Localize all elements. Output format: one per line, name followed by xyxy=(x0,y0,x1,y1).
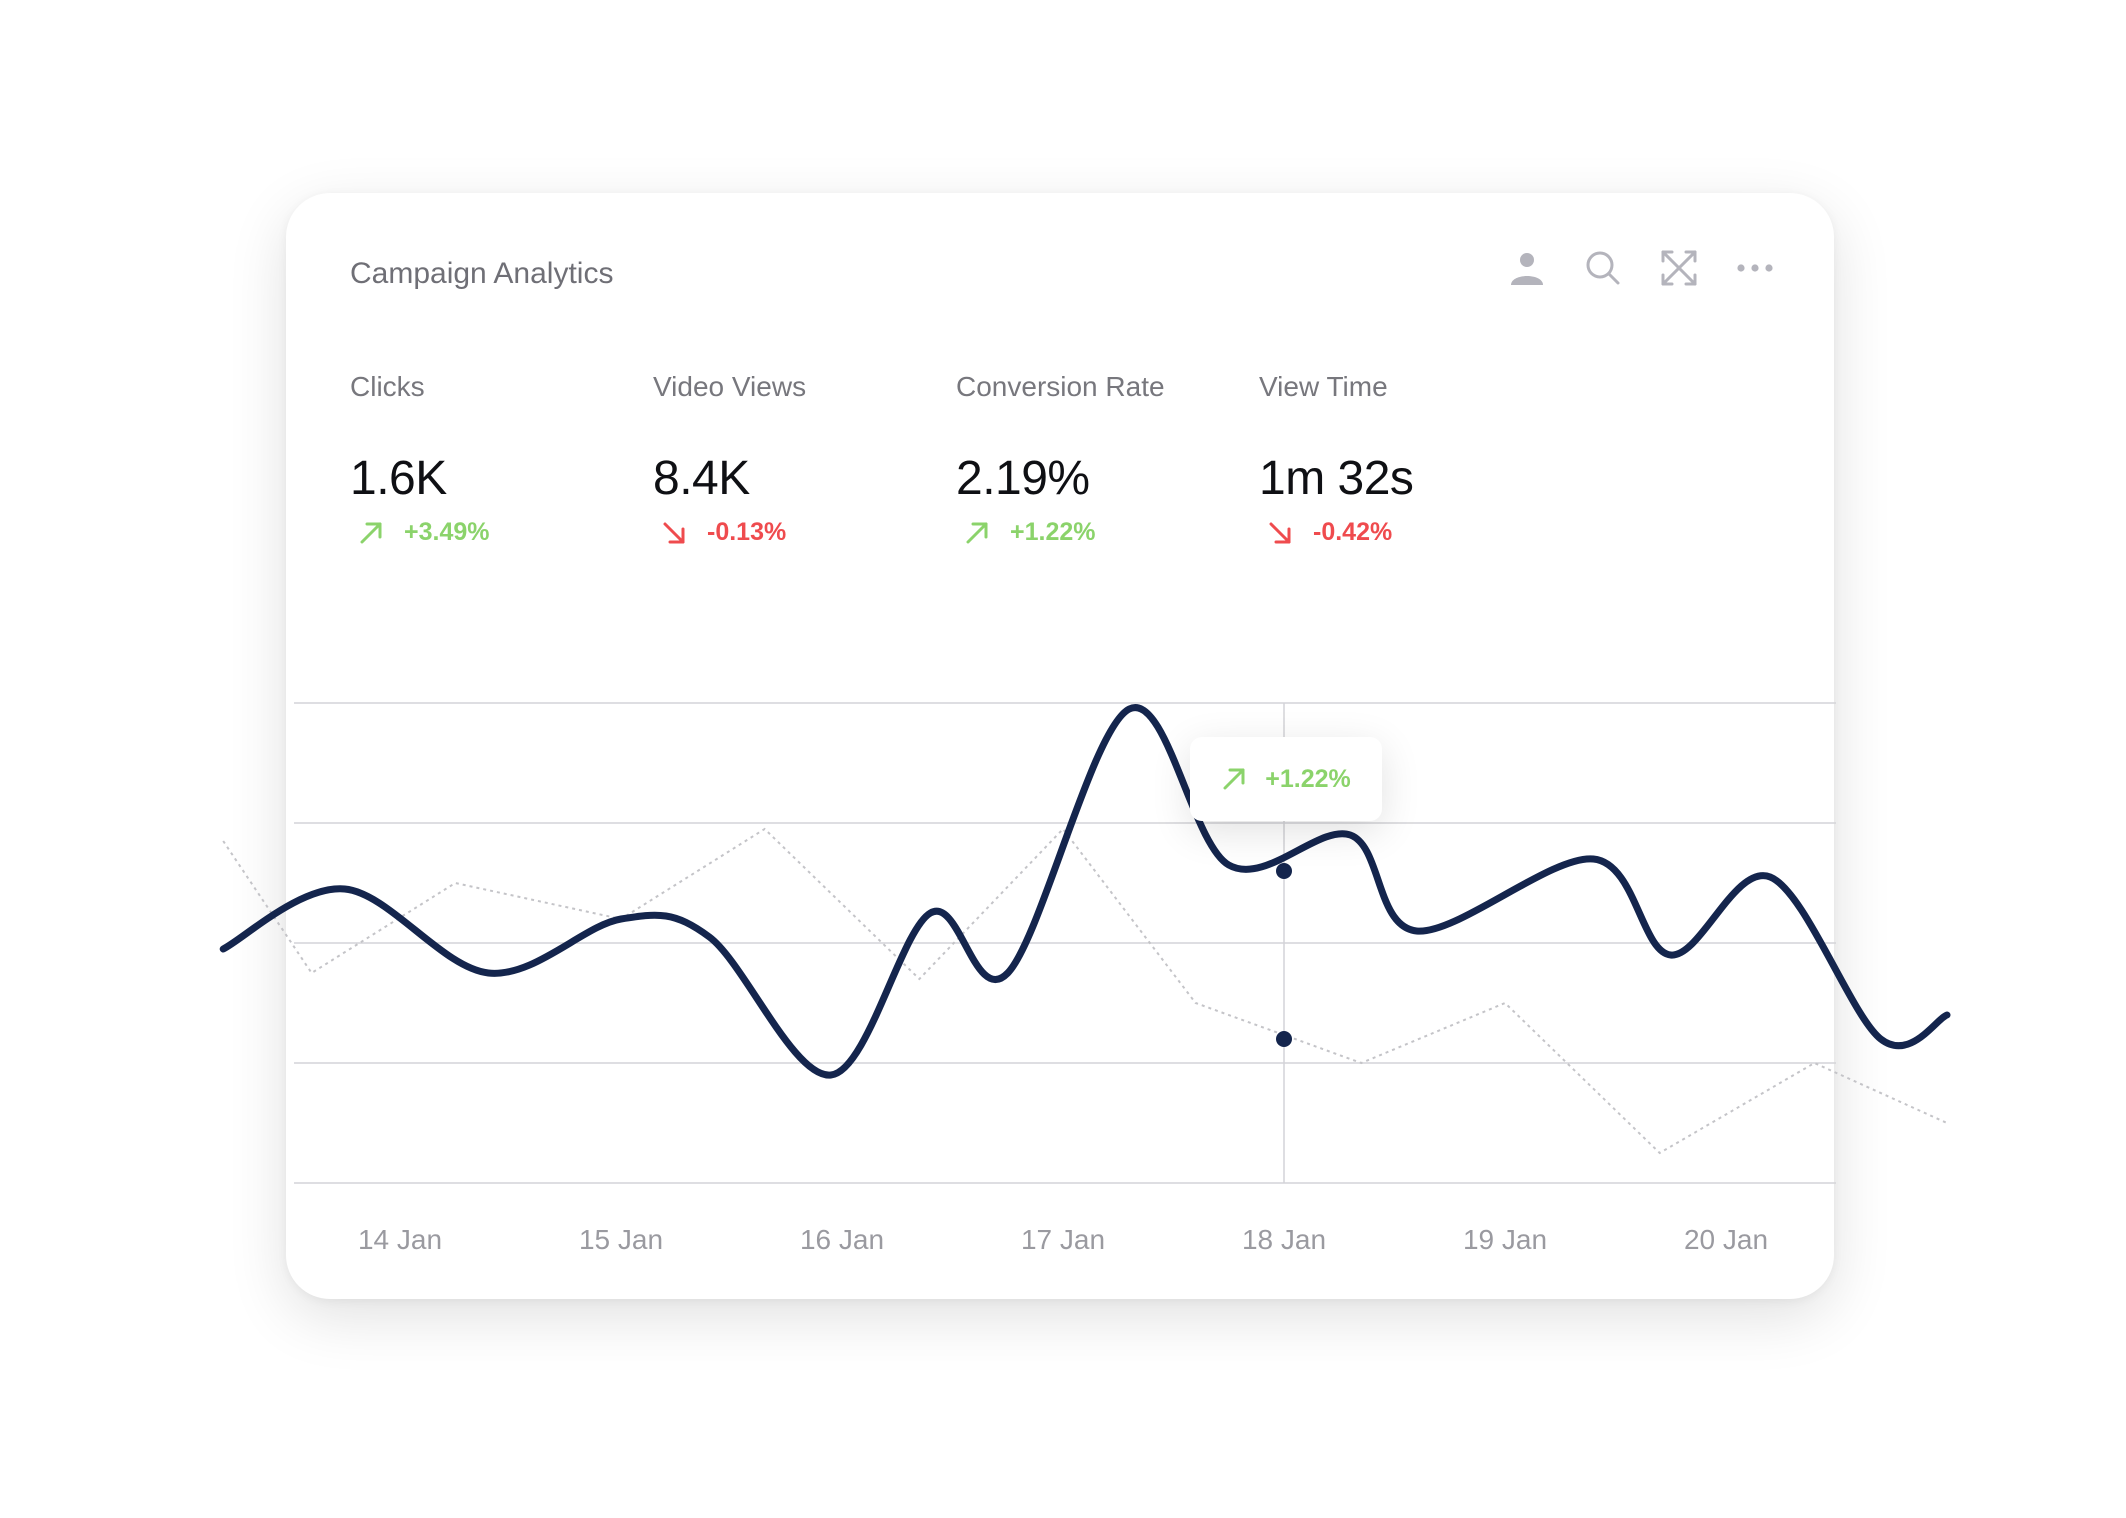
x-axis-label: 19 Jan xyxy=(1462,1224,1548,1255)
highlight-point xyxy=(1276,1031,1292,1047)
metric-value: 2.19% xyxy=(956,452,1090,505)
x-axis-label: 16 Jan xyxy=(799,1224,885,1255)
metric-label: Clicks xyxy=(350,371,425,402)
arrow-down-right-icon xyxy=(663,522,685,543)
arrow-down-right-icon xyxy=(1269,522,1291,543)
metric-change-value: +1.22% xyxy=(1010,518,1096,546)
card-title: Campaign Analytics xyxy=(350,257,614,290)
metric-change: -0.42% xyxy=(1259,518,1562,547)
metric-video-views[interactable]: Video Views 8.4K -0.13% xyxy=(653,371,956,547)
metric-label: Conversion Rate xyxy=(956,371,1165,402)
metric-label: View Time xyxy=(1259,371,1388,402)
tooltip-value: +1.22% xyxy=(1265,764,1351,793)
metric-value: 1m 32s xyxy=(1259,452,1414,505)
arrow-up-right-icon xyxy=(1223,768,1245,790)
search-icon xyxy=(1586,251,1620,285)
metric-view-time[interactable]: View Time 1m 32s -0.42% xyxy=(1259,371,1562,547)
metric-change: -0.13% xyxy=(653,518,956,547)
user-button[interactable] xyxy=(1508,249,1546,287)
metric-change-value: -0.13% xyxy=(707,518,787,546)
x-axis-label: 20 Jan xyxy=(1683,1224,1769,1255)
metrics-row: Clicks 1.6K +3.49% Video Views 8.4K xyxy=(350,371,1562,547)
x-axis-label: 18 Jan xyxy=(1241,1224,1327,1255)
arrow-up-right-icon xyxy=(360,522,382,543)
more-icon xyxy=(1737,264,1773,272)
x-axis-label: 17 Jan xyxy=(1020,1224,1106,1255)
card-toolbar xyxy=(1508,249,1774,287)
metric-clicks[interactable]: Clicks 1.6K +3.49% xyxy=(350,371,653,547)
metric-change: +3.49% xyxy=(350,518,653,547)
chart-tooltip: +1.22% xyxy=(1190,737,1382,821)
expand-icon xyxy=(1661,250,1697,286)
primary-series-line xyxy=(219,704,1951,1079)
metric-value: 1.6K xyxy=(350,452,447,505)
search-button[interactable] xyxy=(1584,249,1622,287)
secondary-series-line xyxy=(222,827,1948,1155)
x-axis-label: 14 Jan xyxy=(357,1224,443,1255)
highlight-point xyxy=(1276,863,1292,879)
metric-label: Video Views xyxy=(653,371,807,402)
analytics-card: Campaign Analytics xyxy=(286,193,1834,1299)
x-axis-label: 15 Jan xyxy=(578,1224,664,1255)
metric-change-value: -0.42% xyxy=(1313,518,1393,546)
metric-conversion-rate[interactable]: Conversion Rate 2.19% +1.22% xyxy=(956,371,1259,547)
metric-change: +1.22% xyxy=(956,518,1259,547)
more-button[interactable] xyxy=(1736,249,1774,287)
expand-button[interactable] xyxy=(1660,249,1698,287)
arrow-up-right-icon xyxy=(966,522,988,543)
user-icon xyxy=(1511,253,1543,285)
metric-value: 8.4K xyxy=(653,452,750,505)
metric-change-value: +3.49% xyxy=(404,518,490,546)
